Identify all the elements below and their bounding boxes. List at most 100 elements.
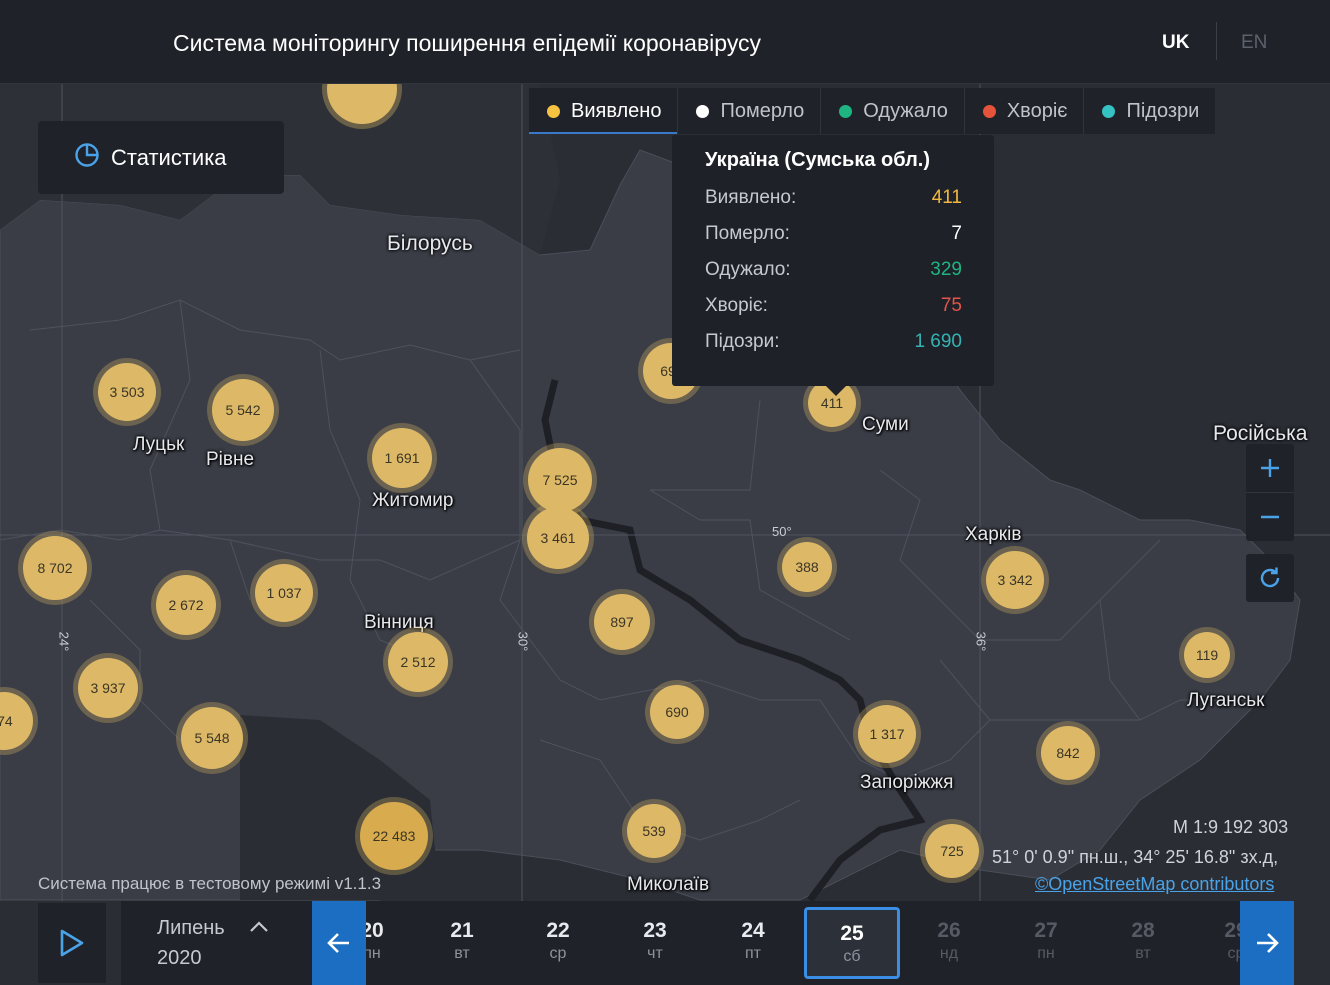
zoom-out-button[interactable] (1246, 493, 1294, 541)
cluster-marker[interactable]: 119 (1179, 627, 1235, 683)
day-weekday: ср (549, 945, 567, 962)
country-label-belarus: Білорусь (387, 232, 473, 255)
cluster-count: 3 503 (109, 384, 145, 400)
cluster-marker[interactable]: 725 (920, 819, 984, 883)
statistics-button[interactable]: Статистика (38, 121, 284, 194)
refresh-icon (1260, 567, 1280, 588)
play-icon (60, 929, 84, 957)
previous-day-button[interactable] (312, 901, 366, 985)
cluster-marker[interactable]: 3 461 (522, 502, 594, 574)
tab-suspected[interactable]: Підозри (1084, 88, 1215, 134)
cluster-count: 388 (795, 559, 819, 575)
cluster-count: 3 937 (90, 680, 126, 696)
reset-view-button[interactable] (1246, 554, 1294, 602)
day-weekday: чт (647, 945, 663, 962)
next-day-button[interactable] (1240, 901, 1294, 985)
city-label-luhansk: Луганськ (1187, 690, 1265, 711)
cluster-marker[interactable]: 388 (777, 537, 837, 597)
cluster-marker[interactable]: 1 317 (853, 700, 921, 768)
tooltip-row-recovered: Одужало: 329 (705, 252, 962, 288)
dot-icon (547, 104, 560, 118)
cluster-marker[interactable]: 1 037 (250, 559, 318, 627)
tooltip-value: 7 (951, 223, 962, 244)
cluster-count: 2 672 (168, 597, 204, 613)
day-number: 29 (1224, 919, 1240, 942)
cluster-marker[interactable]: 1 691 (367, 423, 437, 493)
language-en[interactable]: EN (1241, 32, 1268, 53)
tab-recovered[interactable]: Одужало (821, 88, 965, 134)
language-divider (1216, 22, 1217, 60)
day-item-disabled: 27 пн (998, 901, 1094, 985)
cluster-count: 690 (665, 704, 689, 720)
cluster-count: 119 (1195, 647, 1219, 663)
cluster-marker[interactable]: 411 (803, 374, 861, 432)
tab-detected[interactable]: Виявлено (529, 88, 679, 134)
osm-attribution-link[interactable]: ©OpenStreetMap contributors (1035, 874, 1275, 894)
cluster-marker[interactable]: 7 525 (523, 443, 597, 517)
day-item[interactable]: 22 ср (510, 901, 606, 985)
day-item-selected[interactable]: 25 сб (804, 907, 900, 979)
tab-deaths[interactable]: Померло (678, 88, 822, 134)
tooltip-label: Померло: (705, 223, 790, 244)
cluster-marker[interactable]: 22 483 (355, 797, 433, 875)
cluster-count: 22 483 (372, 828, 416, 844)
day-weekday: вт (1135, 945, 1151, 962)
day-item[interactable]: 23 чт (607, 901, 703, 985)
cluster-marker[interactable]: 3 937 (73, 653, 143, 723)
tooltip-row-sick: Хворіє: 75 (705, 288, 962, 324)
cluster-marker[interactable]: 539 (622, 799, 686, 863)
day-number: 23 (643, 919, 667, 942)
day-strip: 20 пн 21 вт 22 ср 23 чт 24 пт 25 сб 26 нд 27 пн … (366, 901, 1240, 985)
arrow-right-icon (1257, 933, 1279, 953)
cluster-marker[interactable]: 842 (1036, 721, 1100, 785)
cluster-marker[interactable]: 2 512 (383, 627, 453, 697)
map-scale: M 1:9 192 303 (1173, 817, 1289, 837)
top-header: Система моніторингу поширення епідемії к… (0, 0, 1330, 84)
cluster-marker[interactable]: 5 542 (207, 374, 279, 446)
tooltip-value: 411 (931, 187, 962, 208)
city-label-zhytomyr: Житомир (372, 490, 454, 511)
cluster-marker[interactable]: 3 342 (981, 546, 1049, 614)
cluster-count: 3 342 (997, 572, 1033, 588)
cluster-count: 3 461 (540, 530, 576, 546)
tooltip-row-detected: Виявлено: 411 (705, 180, 962, 216)
plus-icon (1261, 459, 1279, 477)
grid-label-lon30: 30° (515, 631, 531, 652)
cluster-marker[interactable]: 897 (589, 589, 655, 655)
city-label-zaporizhzhia: Запоріжжя (860, 772, 954, 793)
cluster-marker[interactable]: 3 503 (93, 358, 161, 426)
tab-label: Хворіє (1006, 99, 1068, 122)
city-label-sumy: Суми (862, 414, 909, 435)
day-number: 28 (1131, 919, 1155, 942)
day-number: 24 (741, 919, 765, 942)
tooltip-value: 75 (940, 295, 962, 316)
tab-sick[interactable]: Хворіє (965, 88, 1085, 134)
city-label-mykolaiv: Миколаїв (627, 874, 710, 895)
zoom-in-button[interactable] (1246, 444, 1294, 492)
language-uk[interactable]: UK (1162, 32, 1190, 53)
cluster-count: 774 (0, 713, 13, 729)
month-selector[interactable]: Липень 2020 (121, 901, 314, 985)
day-item-disabled: 26 нд (901, 901, 997, 985)
cluster-marker[interactable]: 690 (645, 680, 709, 744)
cluster-count: 1 037 (266, 585, 302, 601)
tooltip-row-suspected: Підозри: 1 690 (705, 324, 962, 360)
cluster-count: 725 (940, 843, 964, 859)
cluster-marker[interactable]: 2 672 (151, 570, 221, 640)
day-item-disabled: 28 вт (1095, 901, 1191, 985)
day-number: 22 (546, 919, 570, 942)
map-canvas[interactable]: 50° 24° 30° 36° Білорусь Російська Луцьк… (0, 84, 1330, 985)
play-button[interactable] (38, 903, 106, 983)
tooltip-row-deaths: Померло: 7 (705, 216, 962, 252)
day-item[interactable]: 20 пн (366, 901, 420, 985)
cluster-count: 842 (1056, 745, 1080, 761)
tooltip-value: 1 690 (914, 331, 962, 352)
cluster-count: 7 525 (542, 472, 578, 488)
cluster-marker[interactable]: 8 702 (18, 531, 92, 605)
day-item[interactable]: 21 вт (414, 901, 510, 985)
minus-icon (1261, 515, 1279, 519)
cluster-marker[interactable]: 5 548 (176, 702, 248, 774)
day-weekday: пн (1037, 945, 1055, 962)
day-item[interactable]: 24 пт (705, 901, 801, 985)
year-label: 2020 (157, 947, 202, 969)
